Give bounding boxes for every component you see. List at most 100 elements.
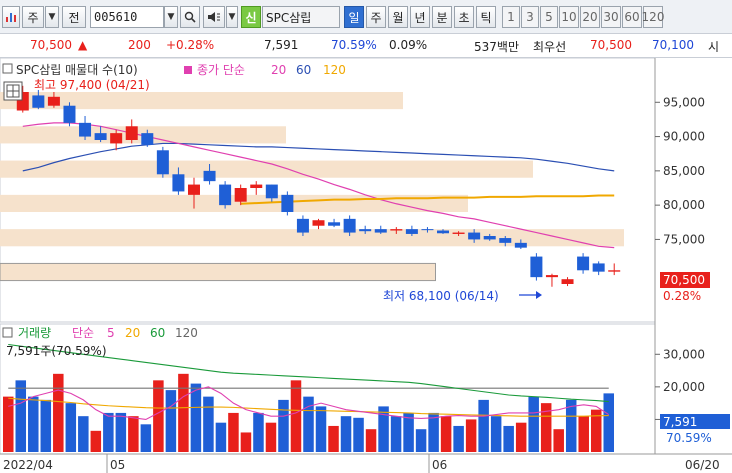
period-tab-4[interactable]: 분 bbox=[432, 6, 452, 28]
market-toggle[interactable]: 주 bbox=[22, 6, 44, 28]
bar-chart-icon bbox=[6, 13, 16, 22]
price-moving-averages bbox=[22, 122, 615, 249]
volume-bar bbox=[515, 422, 527, 452]
bid-price: 70,100 bbox=[652, 38, 694, 52]
volume-bar bbox=[340, 416, 352, 452]
volume-bar bbox=[228, 412, 239, 452]
interval-tab-2[interactable]: 5 bbox=[540, 6, 558, 28]
interval-tab-1[interactable]: 3 bbox=[521, 6, 539, 28]
interval-tab-7[interactable]: 120 bbox=[642, 6, 664, 28]
legend-checkbox[interactable] bbox=[2, 63, 13, 74]
code-input[interactable]: 005610 bbox=[90, 6, 164, 28]
current-volume-pct: 70.59% bbox=[666, 431, 712, 445]
stock-name-field[interactable]: SPC삼립 bbox=[262, 6, 340, 28]
volume-profile-bar bbox=[0, 229, 624, 247]
volume-bar bbox=[3, 396, 14, 452]
stock-chart[interactable]: 95,000 90,000 85,000 80,000 75,000 30,000 20,0… bbox=[0, 58, 732, 473]
volume-bar bbox=[603, 393, 614, 452]
price-tick: 95,000 bbox=[663, 95, 705, 109]
current-volume-tag-text: 7,591 bbox=[663, 415, 697, 429]
market-dropdown[interactable]: ▼ bbox=[45, 6, 59, 28]
volume-bar bbox=[590, 409, 602, 452]
candle bbox=[63, 102, 76, 127]
current-volume-tag bbox=[660, 414, 730, 429]
candle bbox=[437, 229, 450, 234]
candle bbox=[156, 146, 169, 178]
candle bbox=[483, 233, 496, 241]
search-button[interactable] bbox=[180, 6, 200, 28]
volume-bar bbox=[65, 403, 77, 452]
period-tab-3[interactable]: 년 bbox=[410, 6, 430, 28]
ma-legend-label: 종가 단순 bbox=[197, 63, 245, 77]
high-annotation: 최고 97,400 (04/21) bbox=[34, 78, 150, 92]
volume-legend-checkbox[interactable] bbox=[2, 327, 13, 338]
trade-amount: 537백만 bbox=[474, 40, 519, 54]
candle bbox=[296, 215, 309, 236]
interval-tab-5[interactable]: 30 bbox=[601, 6, 621, 28]
prev-button[interactable]: 전 bbox=[62, 6, 86, 28]
volume-bar bbox=[253, 412, 264, 452]
volume-bar bbox=[165, 390, 177, 452]
volume-bar bbox=[190, 383, 202, 452]
price-change: 200 bbox=[128, 38, 151, 52]
volume-bar bbox=[453, 425, 464, 452]
period-tab-0[interactable]: 일 bbox=[344, 6, 364, 28]
period-tab-6[interactable]: 틱 bbox=[476, 6, 496, 28]
ma60-line bbox=[22, 142, 615, 172]
candle bbox=[141, 129, 154, 147]
interval-tab-4[interactable]: 20 bbox=[580, 6, 600, 28]
volume-bar bbox=[315, 406, 327, 452]
interval-tab-6[interactable]: 60 bbox=[622, 6, 642, 28]
volume-readout: 7,591주(70.59%) bbox=[6, 344, 107, 358]
ma120-legend: 120 bbox=[323, 63, 346, 77]
volume-bar bbox=[78, 416, 89, 452]
high-annotation-group: 최고 97,400 (04/21) bbox=[3, 78, 150, 101]
ma20-line bbox=[22, 122, 615, 249]
ma-legend-swatch bbox=[184, 66, 192, 74]
volume-legend-title: 거래량 bbox=[18, 326, 51, 340]
period-tab-2[interactable]: 월 bbox=[388, 6, 408, 28]
candle bbox=[468, 229, 481, 243]
sound-dropdown[interactable]: ▼ bbox=[226, 6, 238, 28]
volume-bar bbox=[528, 396, 539, 452]
volume-bar bbox=[128, 416, 139, 452]
price-tick: 90,000 bbox=[663, 130, 705, 144]
toolbar: 주 ▼ 전 005610 ▼ ▼ 신 SPC삼립 일 주 월 년 분 초 틱 1 3 5 10 20 3… bbox=[0, 0, 732, 34]
volume-bars bbox=[3, 373, 614, 452]
volume-bar bbox=[490, 416, 502, 452]
volume-bar bbox=[40, 399, 52, 452]
turnover-rate: 0.09% bbox=[389, 38, 428, 52]
interval-tab-0[interactable]: 1 bbox=[502, 6, 520, 28]
price-legend: SPC삼립 매물대 수(10) 종가 단순 20 60 120 bbox=[2, 63, 346, 77]
chart-icon[interactable] bbox=[2, 6, 20, 28]
ask-price: 70,500 bbox=[590, 38, 632, 52]
candle bbox=[172, 167, 185, 195]
volume-profile-bar bbox=[0, 262, 436, 282]
volume-bar bbox=[240, 432, 252, 452]
sound-button[interactable] bbox=[203, 6, 225, 28]
candle bbox=[577, 253, 590, 274]
speaker-icon bbox=[208, 12, 220, 22]
candle bbox=[608, 263, 621, 276]
candle bbox=[545, 273, 558, 287]
x-label-start: 2022/04 bbox=[3, 458, 53, 472]
volume-bar bbox=[365, 429, 377, 452]
period-tab-5[interactable]: 초 bbox=[454, 6, 474, 28]
period-tab-1[interactable]: 주 bbox=[366, 6, 386, 28]
candle bbox=[343, 215, 356, 236]
volume-bar bbox=[328, 425, 339, 452]
volume-bar bbox=[478, 399, 489, 452]
volume-bar bbox=[465, 419, 477, 452]
current-price-tag bbox=[660, 272, 710, 288]
price-legend-title: SPC삼립 매물대 수(10) bbox=[16, 63, 138, 77]
candlesticks bbox=[16, 85, 621, 287]
x-label-june: 06 bbox=[432, 458, 447, 472]
interval-tab-3[interactable]: 10 bbox=[559, 6, 579, 28]
x-label-may: 05 bbox=[110, 458, 125, 472]
volume-bar bbox=[390, 416, 402, 452]
volume-value: 7,591 bbox=[264, 38, 299, 52]
volume-bar bbox=[565, 399, 577, 452]
code-dropdown[interactable]: ▼ bbox=[164, 6, 178, 28]
low-arrow-icon bbox=[519, 291, 542, 299]
volume-bar bbox=[28, 396, 39, 452]
